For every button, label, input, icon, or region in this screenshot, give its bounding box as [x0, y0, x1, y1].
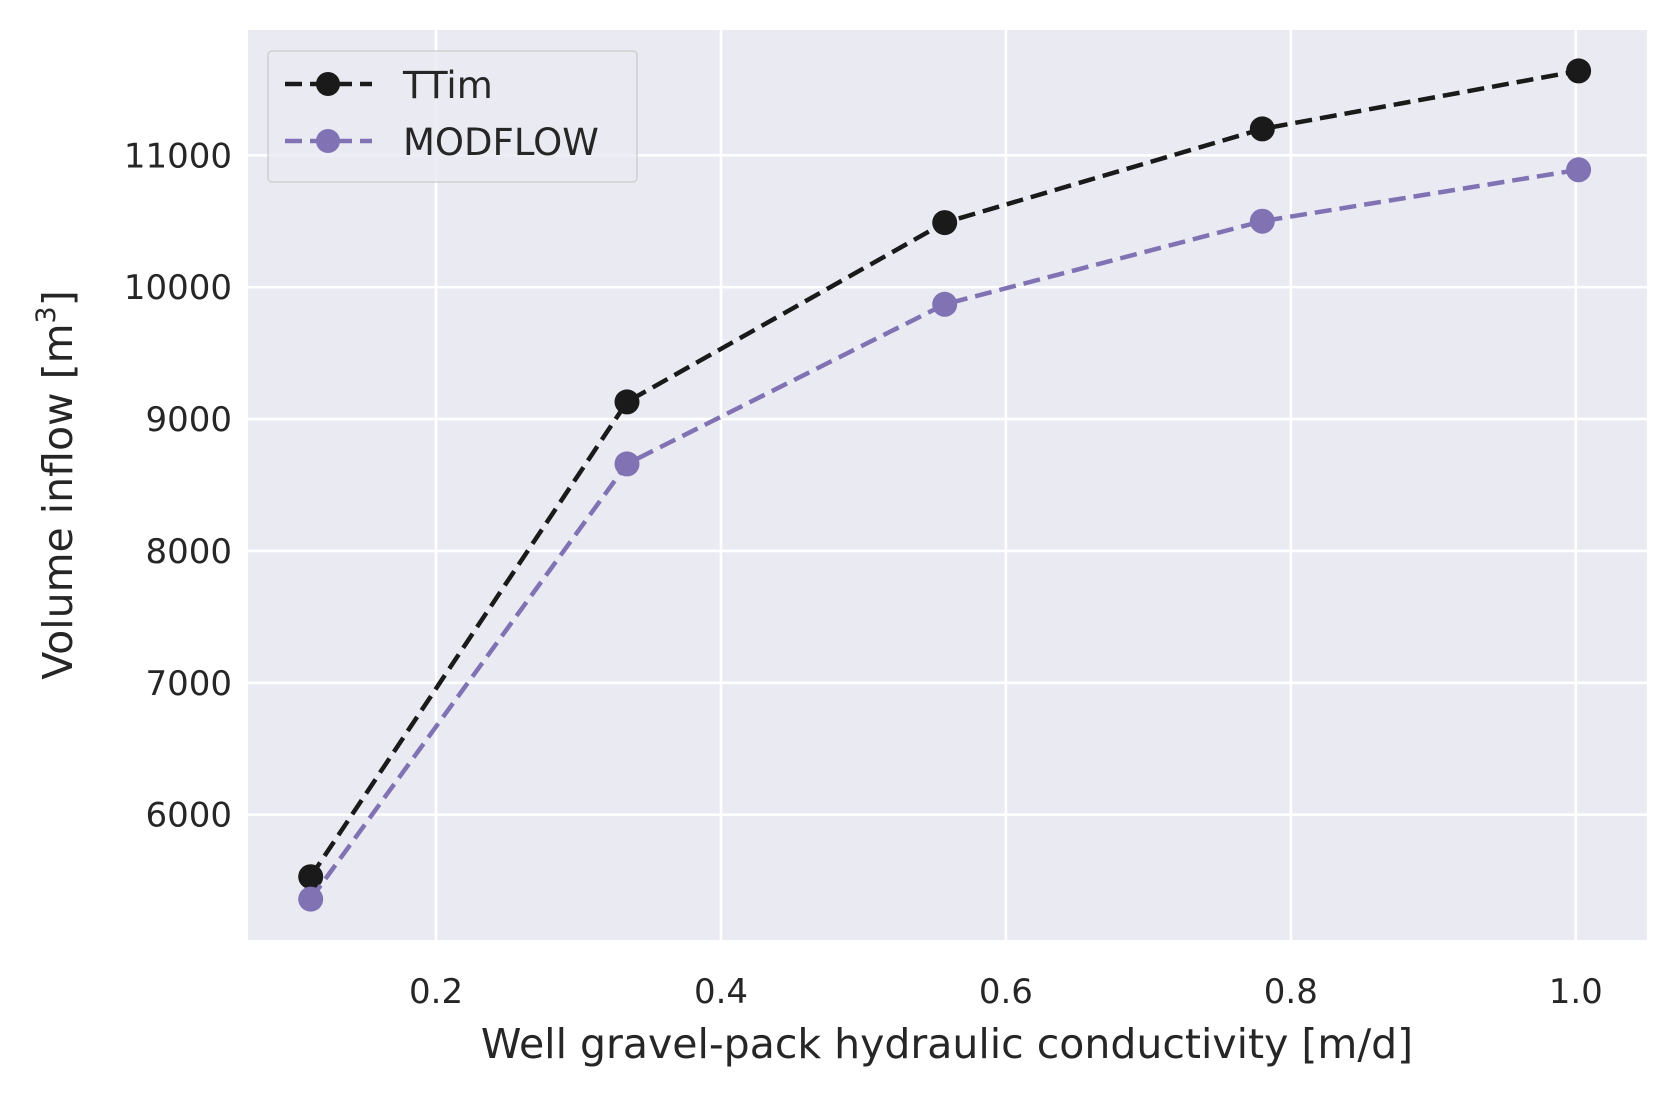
x-tick-label: 0.8 — [1264, 972, 1318, 1012]
y-axis-label: Volume inflow [m3] — [31, 290, 82, 680]
grid-lines — [248, 30, 1647, 940]
data-point-modflow — [1566, 157, 1592, 183]
data-point-modflow — [932, 291, 958, 317]
y-tick-label: 10000 — [124, 268, 232, 308]
data-point-ttim — [298, 864, 324, 890]
data-point-ttim — [614, 389, 640, 415]
y-tick-label: 9000 — [145, 400, 232, 440]
x-tick-labels: 0.2 0.4 0.6 0.8 1.0 — [409, 972, 1603, 1012]
data-point-ttim — [1249, 116, 1275, 142]
x-tick-label: 0.6 — [979, 972, 1033, 1012]
y-axis-label-superscript: 3 — [31, 306, 62, 323]
y-tick-label: 7000 — [145, 664, 232, 704]
x-axis-label: Well gravel-pack hydraulic conductivity … — [481, 1020, 1413, 1068]
legend-marker-modflow — [316, 129, 340, 153]
data-point-ttim — [1566, 58, 1592, 84]
data-point-modflow — [614, 451, 640, 477]
legend-label-modflow: MODFLOW — [403, 121, 599, 164]
x-tick-label: 0.2 — [409, 972, 463, 1012]
y-axis-label-main: Volume inflow [m — [34, 323, 82, 679]
data-point-modflow — [298, 886, 324, 912]
y-axis-label-close: ] — [34, 290, 82, 306]
x-tick-label: 1.0 — [1549, 972, 1603, 1012]
legend-label-ttim: TTim — [402, 64, 493, 107]
data-point-modflow — [1249, 208, 1275, 234]
y-tick-label: 6000 — [145, 796, 232, 836]
data-series — [298, 58, 1592, 912]
legend-marker-ttim — [316, 72, 340, 96]
y-tick-labels: 6000 7000 8000 9000 10000 11000 — [124, 136, 232, 835]
y-tick-label: 8000 — [145, 532, 232, 572]
legend: TTim MODFLOW — [267, 50, 638, 183]
y-tick-label: 11000 — [124, 136, 232, 176]
series-line-modflow — [308, 167, 1579, 901]
x-tick-label: 0.4 — [694, 972, 748, 1012]
data-point-ttim — [932, 210, 958, 236]
